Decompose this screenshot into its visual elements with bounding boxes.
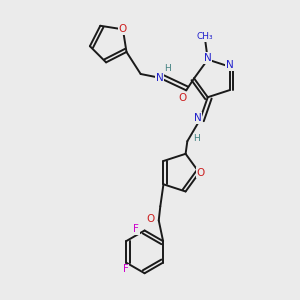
Text: O: O	[178, 93, 187, 103]
Text: H: H	[194, 134, 200, 142]
Text: O: O	[119, 24, 127, 34]
Text: O: O	[147, 214, 155, 224]
Text: F: F	[133, 224, 139, 234]
Text: N: N	[226, 60, 234, 70]
Text: N: N	[194, 113, 201, 123]
Text: N: N	[156, 73, 164, 83]
Text: CH₃: CH₃	[197, 32, 214, 41]
Text: H: H	[164, 64, 171, 74]
Text: F: F	[122, 265, 128, 275]
Text: O: O	[197, 168, 205, 178]
Text: N: N	[204, 53, 212, 63]
